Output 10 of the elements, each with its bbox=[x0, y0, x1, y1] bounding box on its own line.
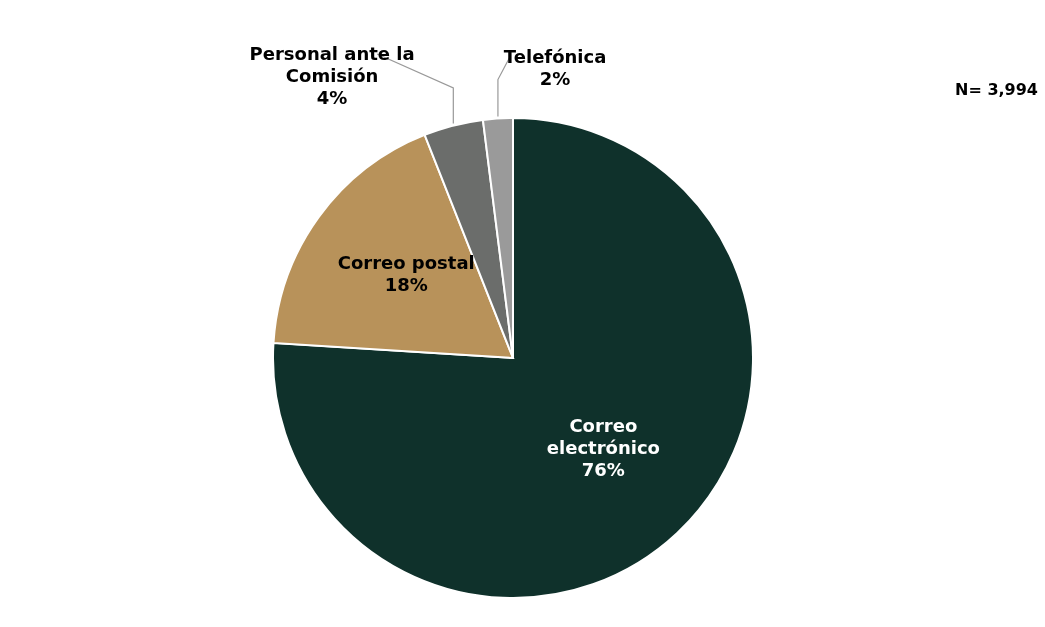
slice-label: Correo postal bbox=[337, 252, 475, 274]
data-label: 4% bbox=[316, 86, 348, 108]
pie-slice bbox=[272, 117, 754, 599]
text: N= 3,994 bbox=[955, 80, 1038, 99]
slice-label: Personal ante la Comisión bbox=[249, 42, 415, 86]
data-label: 2% bbox=[539, 67, 571, 89]
data-label: 18% bbox=[384, 274, 428, 296]
slice-label: Telefónica bbox=[503, 45, 607, 67]
data-label: 76% bbox=[581, 459, 625, 481]
slice-label: Correo electrónico bbox=[546, 415, 660, 459]
